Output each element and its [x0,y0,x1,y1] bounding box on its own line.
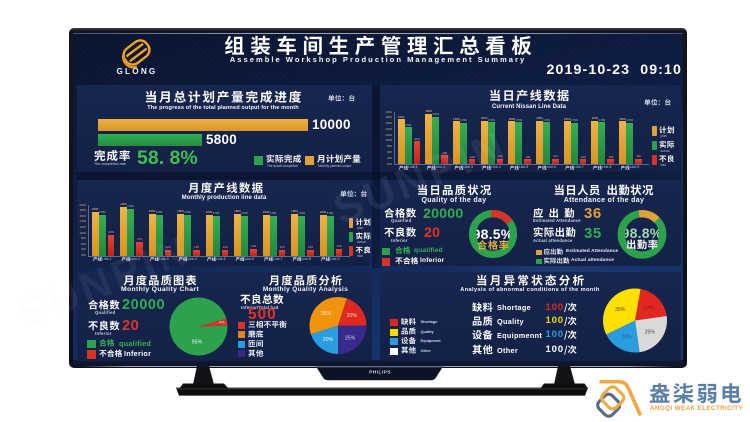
svg-text:35%: 35% [321,311,332,317]
svg-text:4%: 4% [219,320,225,325]
svg-text:PHILIPS: PHILIPS [369,370,391,376]
svg-text:20%: 20% [323,337,334,343]
svg-text:25%: 25% [645,330,656,336]
svg-text:20%: 20% [643,305,654,311]
svg-text:95%: 95% [192,340,203,346]
svg-text:35%: 35% [615,307,626,313]
svg-text:25%: 25% [345,335,356,341]
svg-text:20%: 20% [347,313,358,319]
svg-text:20%: 20% [621,335,632,341]
